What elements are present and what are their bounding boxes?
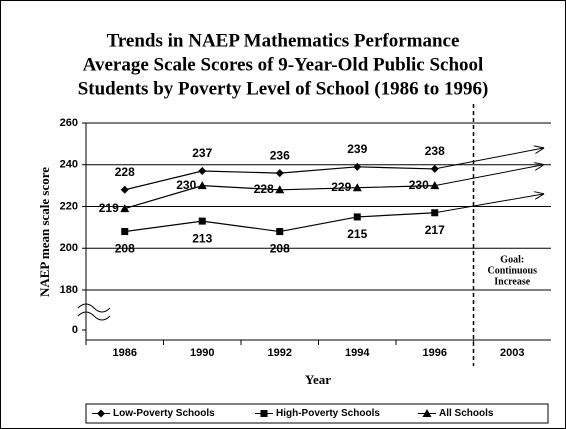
marker — [276, 228, 284, 236]
marker — [430, 181, 440, 190]
marker — [353, 213, 361, 221]
chart-title: Average Scale Scores of 9-Year-Old Publi… — [83, 54, 484, 75]
marker — [198, 167, 207, 176]
x-tick-label: 1986 — [113, 347, 137, 359]
x-tick-label: 1990 — [190, 347, 214, 359]
legend-label: Low-Poverty Schools — [113, 408, 215, 419]
marker — [97, 409, 105, 418]
goal-arrow — [434, 194, 544, 214]
data-label: 229 — [331, 180, 351, 194]
annotation: Continuous — [488, 265, 538, 276]
data-label: 238 — [425, 144, 445, 158]
marker — [430, 164, 439, 173]
axis-break — [77, 303, 111, 321]
data-label: 239 — [347, 142, 367, 156]
data-label: 219 — [99, 201, 119, 215]
marker — [120, 204, 130, 213]
marker — [275, 169, 284, 178]
data-label: 208 — [270, 242, 290, 256]
chart-title: Students by Poverty Level of School (198… — [78, 78, 489, 99]
y-tick-label: 240 — [60, 159, 78, 171]
data-label: 236 — [270, 148, 290, 162]
data-label: 217 — [425, 223, 445, 237]
goal-arrow — [434, 148, 544, 170]
legend-label: All Schools — [439, 408, 494, 419]
legend-label: High-Poverty Schools — [276, 408, 380, 419]
x-tick-label: 1992 — [268, 347, 292, 359]
data-label: 237 — [192, 146, 212, 160]
data-label: 228 — [254, 182, 274, 196]
data-label: 230 — [176, 178, 196, 192]
data-label: 215 — [347, 227, 367, 241]
data-label: 228 — [115, 165, 135, 179]
marker — [260, 410, 268, 417]
marker — [120, 185, 129, 194]
annotation: Goal: — [500, 254, 524, 265]
x-axis-label: Year — [305, 372, 331, 387]
y-tick-label: 200 — [60, 242, 78, 254]
marker — [121, 228, 129, 236]
y-axis-label: NAEP mean scale score — [37, 167, 52, 297]
marker — [275, 185, 285, 194]
annotation: Increase — [494, 276, 530, 287]
marker — [431, 209, 439, 217]
y-tick-label: 180 — [60, 284, 78, 296]
y-tick-label: 220 — [60, 200, 78, 212]
y-tick-label: 0 — [72, 324, 78, 336]
x-tick-label: 1994 — [345, 347, 370, 359]
x-tick-label: 2003 — [500, 347, 524, 359]
data-label: 230 — [409, 178, 429, 192]
y-tick-label: 260 — [60, 117, 78, 129]
marker — [353, 162, 362, 171]
data-label: 213 — [192, 231, 212, 245]
data-label: 208 — [115, 242, 135, 256]
legend-box — [85, 403, 549, 424]
marker — [422, 409, 432, 417]
x-tick-label: 1996 — [423, 347, 447, 359]
marker — [352, 183, 362, 192]
marker — [198, 217, 206, 225]
goal-arrow — [434, 165, 544, 187]
chart-title: Trends in NAEP Mathematics Performance — [107, 30, 460, 51]
marker — [197, 181, 207, 190]
